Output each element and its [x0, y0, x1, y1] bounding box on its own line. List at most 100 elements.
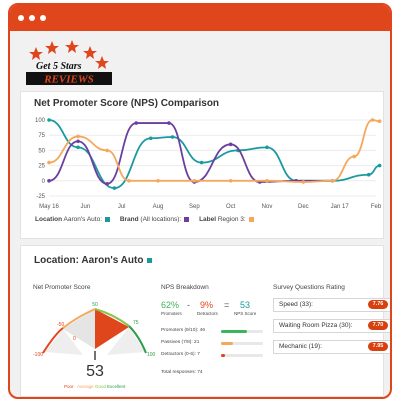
data-point	[148, 136, 153, 141]
svg-text:50: 50	[92, 302, 98, 308]
svg-text:Average: Average	[77, 384, 94, 389]
breakdown-bar-fill	[221, 330, 247, 333]
breakdown-row-label: Passives (7/8): 21	[161, 340, 200, 345]
breakdown-bar-track	[221, 342, 263, 345]
window-dot-3[interactable]	[40, 15, 46, 21]
title-bar	[10, 5, 390, 31]
logo-star-icon	[95, 56, 109, 69]
legend-swatch	[184, 216, 190, 222]
legend-item-label[interactable]: Label Region 3:	[199, 216, 254, 223]
legend-swatch	[248, 216, 254, 222]
logo-star-icon	[83, 46, 97, 59]
location-swatch	[147, 257, 153, 263]
nps-line-chart: 100 75 50 25 0 -25 May 16 Jun Jul Aug Sep Oct Nov Dec…	[35, 118, 382, 210]
data-point	[377, 163, 382, 168]
nps-caption: NPS Score	[234, 311, 257, 316]
rating-badge: 7.70	[368, 321, 388, 330]
svg-text:75: 75	[133, 320, 139, 326]
legend-item-location[interactable]: Location Aaron's Auto:	[35, 216, 111, 223]
rating-badge: 7.95	[368, 342, 388, 351]
data-point	[105, 182, 109, 186]
data-point	[301, 180, 306, 184]
data-point	[156, 179, 160, 183]
data-point	[76, 134, 80, 139]
gauge-score: 53	[86, 363, 104, 380]
rating-row-mechanic[interactable]: Mechanic (19): 7.95	[273, 340, 390, 354]
rating-row-waiting-room-pizza[interactable]: Waiting Room Pizza (30): 7.70	[273, 319, 390, 333]
chart-legend: Location Aaron's Auto: Brand (All locati…	[35, 216, 254, 223]
app-window: Get 5 Stars REVIEWS Net Promoter Score (…	[8, 3, 392, 399]
svg-text:Good: Good	[95, 384, 107, 389]
y-tick-label: 25	[38, 164, 45, 170]
data-point	[330, 179, 335, 183]
detractors-pct: 9%	[200, 300, 214, 310]
window-dot-1[interactable]	[18, 15, 24, 21]
y-tick-label: 50	[38, 148, 45, 154]
x-tick-label: Sep	[189, 204, 200, 210]
data-point	[366, 172, 371, 177]
breakdown-row: Passives (7/8): 21	[161, 339, 269, 349]
data-point	[352, 154, 357, 159]
data-point	[228, 179, 233, 183]
total-responses: Total responses: 74	[161, 370, 203, 375]
legend-item-brand[interactable]: Brand (All locations):	[120, 216, 190, 223]
location-heading: Location: Aaron's Auto	[34, 255, 153, 266]
svg-text:Excellent: Excellent	[107, 384, 126, 389]
logo-line-1: Get 5 Stars	[36, 61, 82, 72]
rating-row-speed[interactable]: Speed (33): 7.76	[273, 298, 390, 312]
location-card: Location: Aaron's Auto Net Promoter Scor…	[20, 245, 390, 397]
data-point	[265, 179, 269, 183]
gauge-title: Net Promoter Score	[33, 284, 91, 291]
breakdown-rows: Promoters (9/10): 46 Passives (7/8): 21 De…	[159, 327, 269, 367]
minus-sign: -	[187, 300, 190, 310]
series-line	[48, 122, 333, 185]
data-point	[112, 186, 117, 190]
logo-star-icon	[29, 47, 43, 60]
survey-title: Survey Questions Rating	[273, 284, 345, 291]
svg-text:-50: -50	[57, 322, 64, 328]
data-point	[265, 145, 269, 150]
nps-comparison-card: Net Promoter Score (NPS) Comparison 100 7…	[20, 91, 384, 239]
logo-line-2: REVIEWS	[43, 74, 94, 86]
data-point	[76, 145, 80, 150]
data-point	[228, 142, 233, 147]
data-point	[134, 121, 138, 125]
breakdown-bar-fill	[221, 354, 225, 357]
breakdown-bar-track	[221, 330, 263, 333]
nps-breakdown: NPS Breakdown 62% - 9% = 53 Promoters De…	[159, 284, 269, 394]
x-tick-label: Feb	[371, 204, 382, 210]
x-tick-label: May 16	[39, 204, 59, 210]
data-point	[76, 139, 80, 144]
chart-title: Net Promoter Score (NPS) Comparison	[34, 98, 220, 109]
logo-star-icon	[45, 41, 59, 54]
nps-value: 53	[240, 300, 251, 310]
survey-ratings: Survey Questions Rating Speed (33): 7.76…	[259, 284, 390, 394]
detractors-caption: Detractors	[197, 311, 218, 316]
rating-badge: 7.76	[368, 300, 388, 309]
promoters-pct: 62%	[161, 300, 180, 310]
y-tick-label: 75	[38, 133, 45, 139]
breakdown-row-label: Promoters (9/10): 46	[161, 328, 205, 333]
data-point	[170, 135, 175, 139]
legend-swatch	[105, 216, 111, 222]
breakdown-row-label: Detractors (0-6): 7	[161, 352, 200, 357]
x-tick-label: Jan 17	[331, 204, 350, 210]
x-tick-label: Jul	[118, 204, 126, 210]
breakdown-title: NPS Breakdown	[161, 284, 209, 291]
y-tick-label: 100	[35, 118, 46, 124]
svg-text:Poor: Poor	[64, 384, 74, 389]
x-tick-label: Dec	[298, 204, 309, 210]
data-point	[47, 160, 51, 165]
equals-sign: =	[224, 300, 230, 310]
data-point	[370, 118, 375, 122]
window-dot-2[interactable]	[29, 15, 35, 21]
data-point	[192, 179, 197, 183]
y-tick-label: 0	[42, 179, 46, 185]
breakdown-row: Detractors (0-6): 7	[161, 351, 269, 361]
data-point	[199, 160, 204, 165]
x-tick-label: Jun	[80, 204, 90, 210]
data-point	[47, 179, 51, 183]
svg-text:100: 100	[147, 352, 156, 358]
promoters-caption: Promoters	[161, 311, 182, 316]
svg-text:-100: -100	[33, 352, 43, 358]
